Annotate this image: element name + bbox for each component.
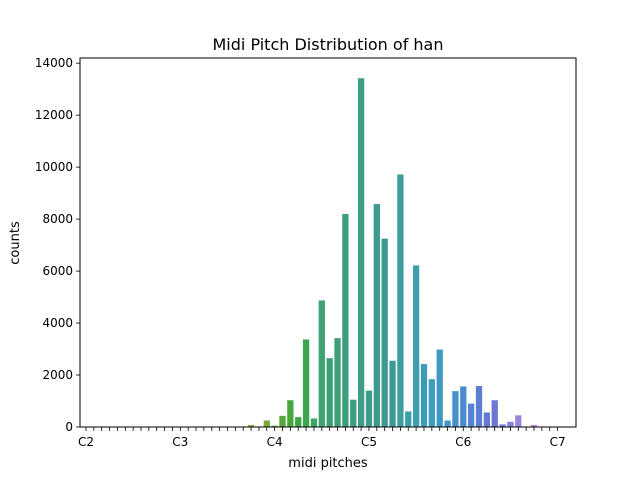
bar-pitch-71	[357, 78, 365, 428]
bar-pitch-72	[365, 390, 373, 427]
bar-pitch-67	[326, 358, 333, 427]
y-tick-label: 0	[65, 420, 73, 434]
chart-title: Midi Pitch Distribution of han	[213, 35, 444, 54]
x-tick-label: C2	[78, 435, 94, 449]
x-axis-ticks: C2 C3 C4 C5 C6 C7	[78, 427, 566, 449]
bar-pitch-90	[507, 421, 514, 427]
y-tick-label: 4000	[42, 316, 73, 330]
bar-pitch-87	[483, 412, 491, 427]
bar-pitch-81	[436, 349, 443, 427]
bar-pitch-61	[279, 415, 286, 427]
bar-pitch-82	[444, 420, 451, 427]
bar-pitch-88	[491, 400, 498, 427]
bar-pitch-60	[271, 425, 278, 427]
y-tick-label: 12000	[35, 108, 73, 122]
y-tick-label: 14000	[35, 56, 73, 70]
bar-pitch-75	[389, 360, 396, 427]
bar-pitch-84	[460, 386, 467, 427]
x-tick-label: C7	[550, 435, 566, 449]
bar-pitch-68	[334, 338, 341, 427]
y-tick-label: 10000	[35, 160, 73, 174]
bar-pitch-69	[342, 213, 349, 427]
bar-pitch-74	[381, 238, 388, 427]
x-axis-label: midi pitches	[288, 456, 368, 471]
y-tick-label: 8000	[42, 212, 73, 226]
y-tick-label: 6000	[42, 264, 73, 278]
bar-pitch-83	[452, 391, 459, 427]
bar-pitch-64	[302, 339, 310, 427]
bar-pitch-63	[295, 417, 302, 427]
bar-pitch-77	[405, 411, 412, 427]
bar-pitch-86	[475, 385, 483, 427]
x-tick-label: C4	[267, 435, 283, 449]
bar-pitch-80	[428, 379, 435, 427]
bar-pitch-62	[287, 400, 294, 427]
y-tick-label: 2000	[42, 368, 73, 382]
bar-pitch-79	[420, 364, 428, 427]
bar-pitch-89	[499, 424, 506, 427]
bar-pitch-76	[397, 174, 404, 427]
x-tick-label: C3	[172, 435, 188, 449]
bar-pitch-93	[530, 424, 538, 427]
y-axis-label: counts	[8, 221, 23, 265]
bar-pitch-59	[263, 420, 270, 427]
bar-pitch-85	[468, 403, 475, 427]
bar-pitch-70	[350, 399, 357, 427]
bar-pitch-65	[310, 418, 318, 427]
x-tick-label: C5	[361, 435, 377, 449]
bars-group	[247, 78, 538, 428]
plot-area-frame	[79, 57, 577, 428]
bar-pitch-73	[373, 204, 380, 427]
bar-pitch-66	[318, 300, 325, 427]
x-tick-label: C6	[455, 435, 471, 449]
bar-pitch-57	[247, 424, 255, 427]
bar-pitch-78	[412, 265, 420, 427]
bar-pitch-91	[515, 415, 522, 427]
y-axis-ticks: 0 2000 4000 6000 8000 10000 12000 14000	[35, 56, 80, 434]
